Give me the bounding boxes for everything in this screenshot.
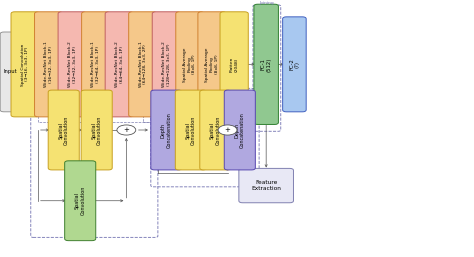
Text: +: + [225,127,230,133]
FancyBboxPatch shape [151,90,182,170]
FancyBboxPatch shape [254,4,278,124]
FancyBboxPatch shape [82,12,110,117]
Text: Feature
Extraction: Feature Extraction [251,180,281,191]
FancyBboxPatch shape [200,90,231,170]
FancyBboxPatch shape [152,12,181,117]
FancyBboxPatch shape [176,12,204,117]
FancyBboxPatch shape [224,90,255,170]
Text: Joining: Joining [259,1,274,5]
Circle shape [218,125,237,135]
Text: FC-2
(?): FC-2 (?) [289,58,300,70]
Circle shape [117,125,136,135]
FancyBboxPatch shape [48,90,79,170]
Text: Wide-ResNet Block-2
(32→32, 3x3, 1P): Wide-ResNet Block-2 (32→32, 3x3, 1P) [68,41,76,87]
Text: Wide-ResNet Block-2
(64→64, 3x3, 1P): Wide-ResNet Block-2 (64→64, 3x3, 1P) [115,41,124,87]
FancyBboxPatch shape [35,12,63,117]
FancyBboxPatch shape [105,12,133,117]
FancyBboxPatch shape [58,12,86,117]
Text: Spatial Average
Pooling
(8x8, 1P): Spatial Average Pooling (8x8, 1P) [205,47,219,81]
Text: Flatten
(2048): Flatten (2048) [230,57,238,72]
Text: Depth
Concatenation: Depth Concatenation [161,112,172,148]
Text: FC-1
(512): FC-1 (512) [261,57,272,71]
Text: Spatial
Convolution: Spatial Convolution [91,115,102,145]
Text: Wide-ResNet Block-1
(64→128, 3x3, 2P): Wide-ResNet Block-1 (64→128, 3x3, 2P) [138,41,147,87]
Text: Spatial Average
Pooling
(8x8, 1P): Spatial Average Pooling (8x8, 1P) [183,47,197,81]
Text: Spatial
Convolution: Spatial Convolution [185,115,196,145]
Text: Wide-ResNet Block-1
(32→64, 3x3, 1P): Wide-ResNet Block-1 (32→64, 3x3, 1P) [91,41,100,87]
Text: Spatial
Convolution: Spatial Convolution [75,186,86,215]
FancyBboxPatch shape [81,90,112,170]
FancyBboxPatch shape [11,12,39,117]
Text: Spatial
Convolution: Spatial Convolution [210,115,221,145]
FancyBboxPatch shape [64,161,96,241]
FancyBboxPatch shape [0,32,21,112]
FancyBboxPatch shape [239,168,293,203]
FancyBboxPatch shape [198,12,226,117]
Text: Depth
Concatenation: Depth Concatenation [235,112,245,148]
FancyBboxPatch shape [220,12,248,117]
Text: +: + [123,127,129,133]
Text: Spatial
Convolution: Spatial Convolution [58,115,69,145]
Text: Wide-ResNet Block-1
(16→32, 3x3, 1P): Wide-ResNet Block-1 (16→32, 3x3, 1P) [45,41,53,87]
Text: Input: Input [4,69,18,75]
FancyBboxPatch shape [129,12,157,117]
FancyBboxPatch shape [175,90,206,170]
FancyBboxPatch shape [283,17,306,112]
Text: Spatial Convolution
(3→16, 3x3, 1P): Spatial Convolution (3→16, 3x3, 1P) [21,43,29,86]
Text: Wide-ResNet Block-2
(128→128, 3x3, 1P): Wide-ResNet Block-2 (128→128, 3x3, 1P) [162,41,171,87]
